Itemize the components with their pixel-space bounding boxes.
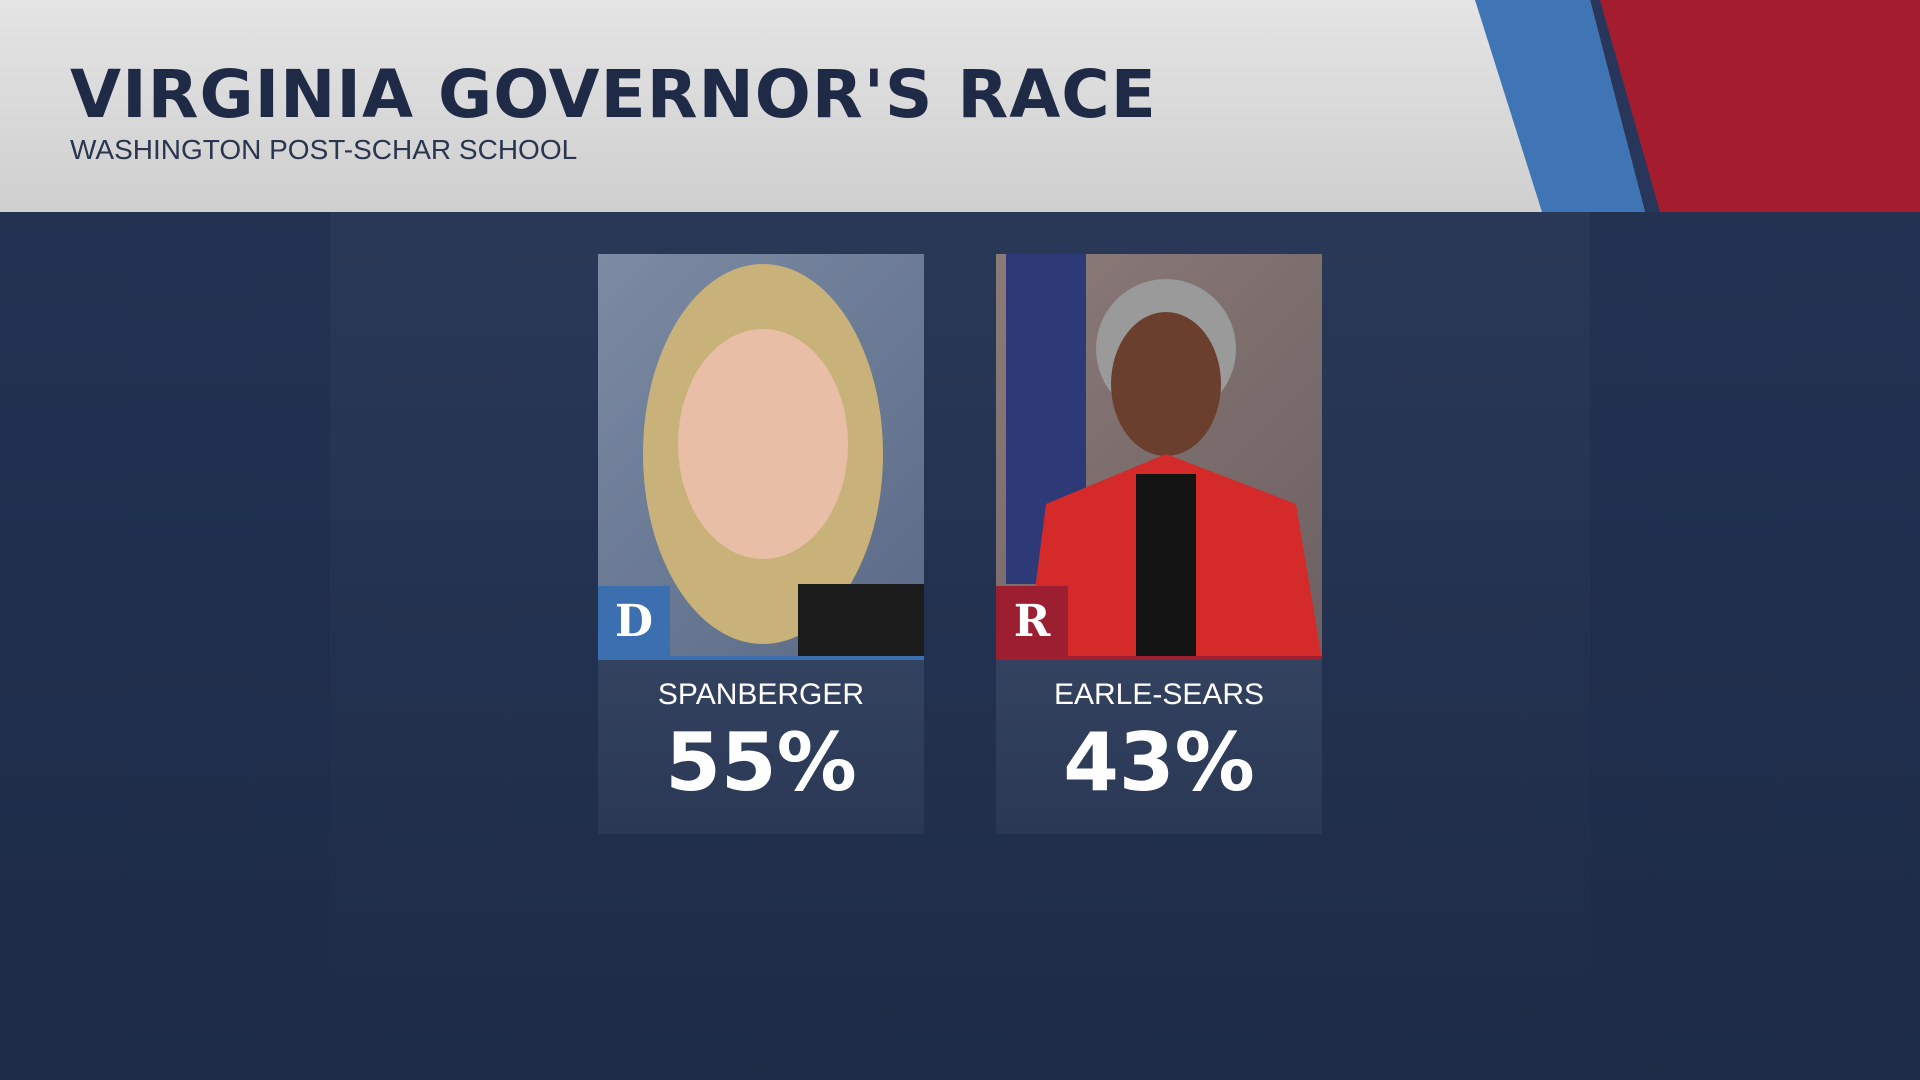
header-stripes (1475, 0, 1920, 212)
candidate-name: EARLE-SEARS (1053, 678, 1265, 711)
title: VIRGINIA GOVERNOR'S RACE (70, 56, 1157, 133)
candidate-result: 55% (665, 716, 857, 809)
red-stripe (1600, 0, 1920, 212)
candidate-info: SPANBERGER 55% (598, 660, 924, 834)
party-rule (996, 656, 1322, 660)
photo-placeholder (1006, 254, 1322, 660)
subtitle: WASHINGTON POST-SCHAR SCHOOL (70, 134, 578, 165)
candidate-result: 43% (1063, 716, 1255, 809)
header: VIRGINIA GOVERNOR'S RACE WASHINGTON POST… (0, 0, 1920, 212)
candidate-card: R EARLE-SEARS 43% (996, 254, 1322, 834)
photo-placeholder (643, 264, 924, 660)
candidate-name: SPANBERGER (657, 678, 865, 711)
background-panel (330, 212, 1590, 1080)
party-badge: D (598, 586, 670, 658)
candidate-photo: D (598, 254, 924, 660)
blue-stripe (1475, 0, 1645, 212)
party-rule (598, 656, 924, 660)
candidate-info: EARLE-SEARS 43% (996, 660, 1322, 834)
candidate-photo: R (996, 254, 1322, 660)
candidate-card: D SPANBERGER 55% (598, 254, 924, 834)
party-badge: R (996, 586, 1068, 658)
